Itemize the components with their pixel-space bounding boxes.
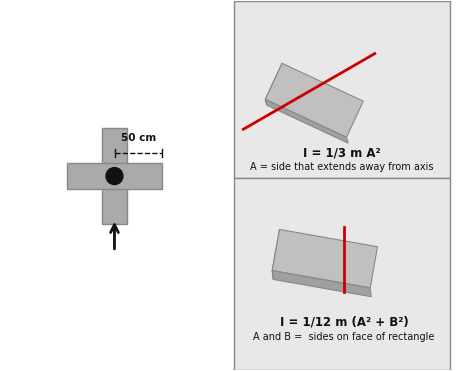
Polygon shape — [234, 178, 450, 370]
Polygon shape — [67, 163, 162, 189]
Text: A = side that extends away from axis: A = side that extends away from axis — [250, 162, 434, 172]
Polygon shape — [265, 63, 363, 137]
Polygon shape — [101, 128, 128, 224]
Polygon shape — [234, 1, 450, 178]
Polygon shape — [265, 63, 284, 105]
Polygon shape — [272, 270, 371, 297]
Text: I = 1/3 m A²: I = 1/3 m A² — [303, 147, 381, 160]
Text: A and B =  sides on face of rectangle: A and B = sides on face of rectangle — [253, 332, 435, 342]
Polygon shape — [272, 229, 377, 288]
Polygon shape — [265, 99, 348, 143]
Text: I = 1/12 m (A² + B²): I = 1/12 m (A² + B²) — [280, 316, 408, 329]
Polygon shape — [272, 229, 280, 279]
Text: 50 cm: 50 cm — [121, 133, 157, 143]
Circle shape — [106, 168, 123, 184]
